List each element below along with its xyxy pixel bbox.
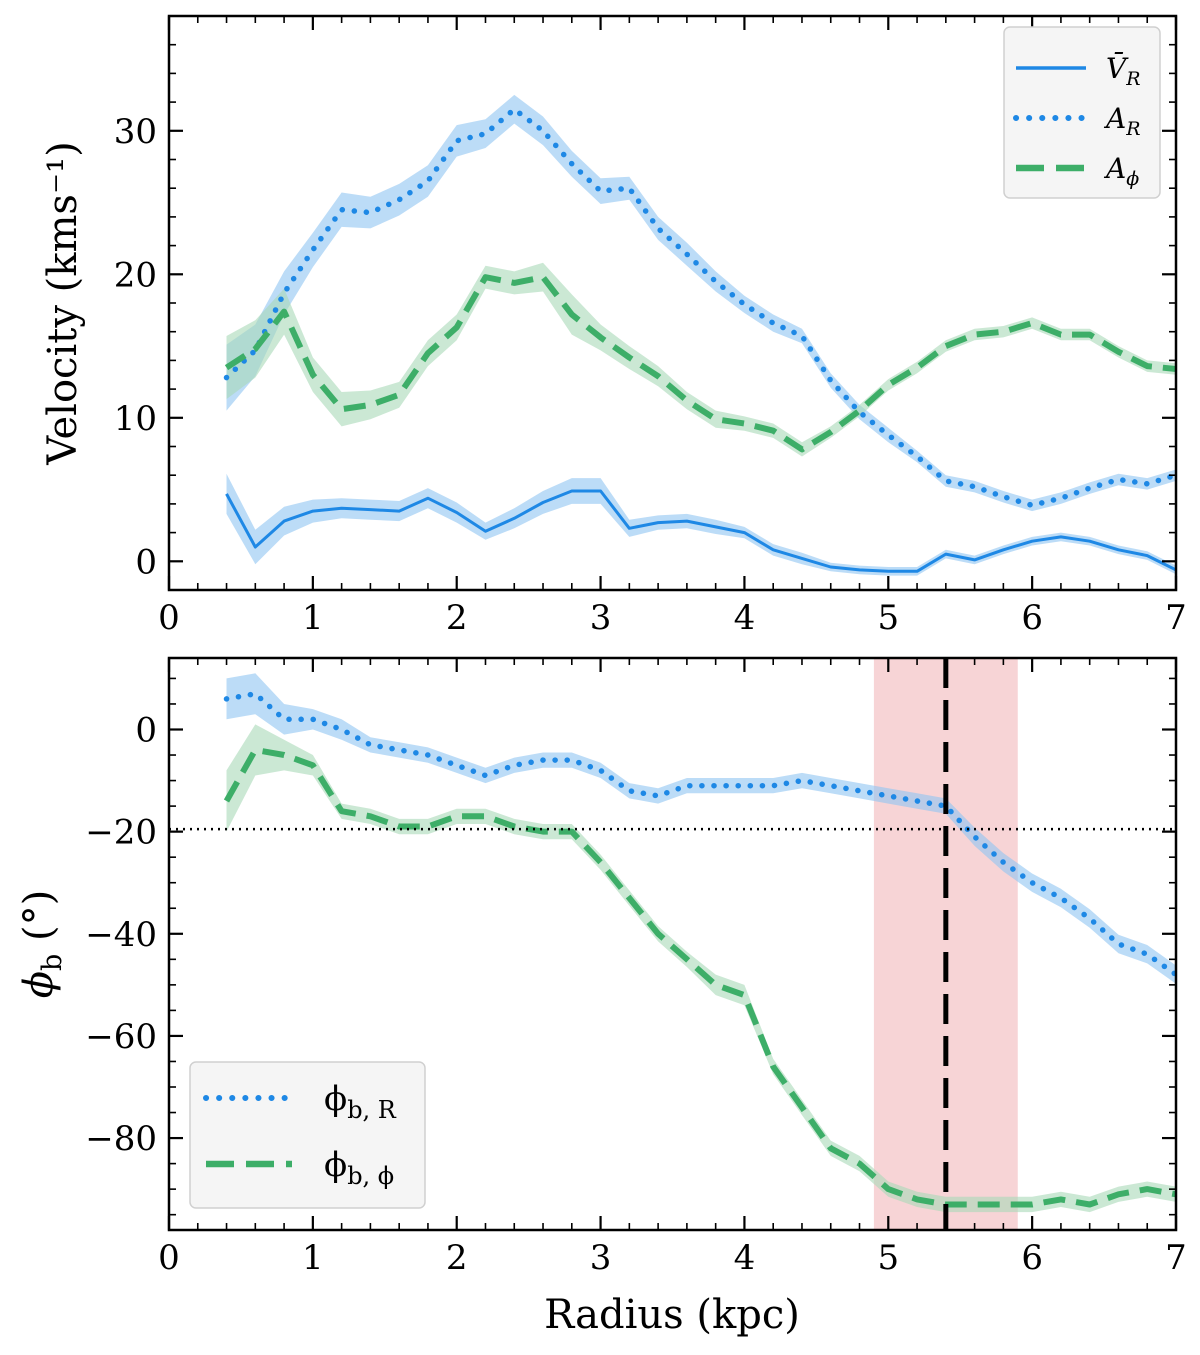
velocity-ylabel: Velocity (kms⁻¹) [40, 141, 86, 465]
x-tick-label: 0 [158, 598, 180, 638]
velocity-panel: 0 1 2 3 4 5 6 7 0 10 20 30 Velocity (kms⁻¹) V̄R AR Aϕ [40, 14, 1187, 638]
x-tick-label: 1 [302, 598, 324, 638]
series-1-line [223, 106, 1176, 509]
phase-angle-ylabel: ϕb (°) [16, 890, 68, 999]
phase-angle-legend: ϕb, R ϕb, ϕ [189, 1061, 426, 1209]
x-tick-label: 0 [158, 1238, 180, 1278]
x-tick-label: 6 [1021, 598, 1043, 638]
y-tick-label: 10 [114, 399, 157, 439]
series-0-line [225, 489, 1176, 573]
x-tick-label: 5 [877, 1238, 899, 1278]
series-2-line [224, 274, 1176, 453]
series-2-error-band [226, 262, 1176, 457]
x-tick-label: 2 [446, 1238, 468, 1278]
y-tick-label: 0 [135, 542, 157, 582]
phase-angle-panel-frame [167, 656, 1178, 1232]
velocity-legend: V̄R AR Aϕ [1003, 26, 1161, 199]
x-tick-label: 5 [877, 598, 899, 638]
phase-angle-ylabel-unit: (°) [16, 890, 62, 954]
x-tick-label: 4 [734, 598, 756, 638]
y-tick-label: 30 [114, 112, 157, 152]
phase-angle-ylabel-symbol: ϕ [16, 971, 62, 998]
series-1-line [223, 746, 1176, 1208]
y-tick-label: 0 [135, 711, 157, 751]
x-tick-label: 7 [1165, 598, 1187, 638]
x-tick-label: 6 [1021, 1238, 1043, 1278]
x-tick-label: 2 [446, 598, 468, 638]
legend-label: Aϕ [1103, 152, 1139, 190]
legend-label: V̄R [1106, 51, 1141, 90]
legend-box [189, 1061, 426, 1209]
radius-xlabel: Radius (kpc) [544, 1292, 800, 1338]
legend-label: AR [1103, 102, 1141, 140]
x-tick-label: 1 [302, 1238, 324, 1278]
y-tick-label: −20 [85, 813, 157, 853]
legend-label: ϕb, R [324, 1079, 397, 1124]
series-0-line [223, 691, 1176, 978]
phase-angle-panel: 0 1 2 3 4 5 6 7 0 −20 −40 −60 −80 ϕb (°) Radius (kpc… [16, 656, 1187, 1338]
x-tick-label: 3 [590, 598, 612, 638]
phase-angle-ylabel-sub: b [37, 954, 68, 971]
y-tick-label: 20 [114, 255, 157, 295]
y-tick-label: −40 [85, 915, 157, 955]
y-tick-label: −60 [85, 1017, 157, 1057]
x-tick-label: 4 [734, 1238, 756, 1278]
x-tick-label: 3 [590, 1238, 612, 1278]
x-tick-label: 7 [1165, 1238, 1187, 1278]
legend-label: ϕb, ϕ [324, 1145, 394, 1190]
y-tick-label: −80 [85, 1119, 157, 1159]
